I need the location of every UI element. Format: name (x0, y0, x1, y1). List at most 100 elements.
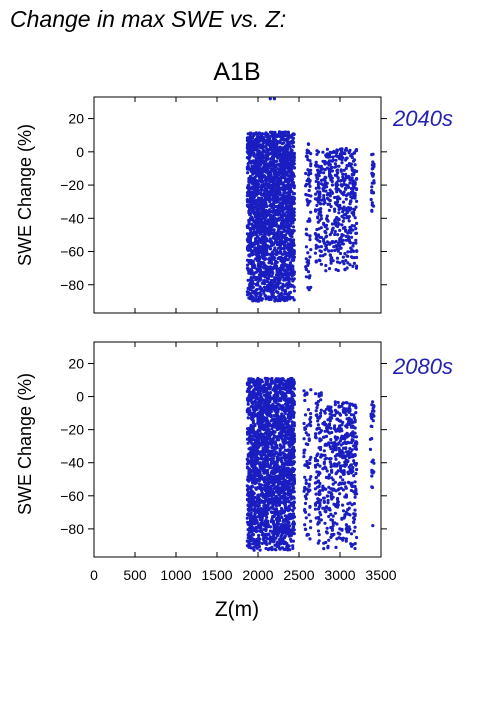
data-point (322, 194, 326, 198)
data-point (308, 234, 312, 238)
data-point (343, 252, 347, 256)
data-point (307, 173, 311, 177)
data-point (245, 145, 250, 149)
data-point (269, 130, 273, 135)
data-point (265, 183, 269, 187)
data-point (305, 260, 309, 264)
data-point (267, 261, 271, 265)
data-point (288, 201, 292, 205)
data-point (340, 214, 344, 218)
data-point (254, 215, 258, 219)
panel-2080s: 2080s SWE Change (%) 0 500 1000 1500 2000 250… (15, 341, 453, 583)
data-point (283, 250, 287, 255)
data-point (277, 211, 281, 215)
data-point (288, 290, 293, 294)
data-point (251, 243, 255, 247)
y-tick-label: −80 (60, 521, 84, 537)
y-tick-label: −80 (60, 277, 84, 293)
data-point (333, 162, 337, 166)
data-point (309, 248, 313, 252)
data-point (246, 402, 250, 406)
data-point (308, 255, 312, 259)
data-point (277, 134, 282, 138)
data-point (321, 150, 325, 154)
data-point (251, 190, 255, 194)
data-point (277, 151, 282, 155)
data-point (270, 193, 274, 197)
data-point (329, 261, 333, 265)
data-point (251, 231, 255, 235)
data-point (272, 228, 276, 232)
data-point (271, 151, 275, 155)
data-point (260, 247, 264, 251)
data-point (307, 276, 311, 280)
data-point (292, 153, 296, 158)
data-point (349, 250, 353, 254)
data-point (349, 228, 353, 232)
data-point (306, 168, 310, 172)
data-point (256, 280, 260, 284)
data-point (291, 195, 295, 199)
data-point (265, 295, 269, 299)
data-point (292, 252, 296, 256)
data-point (263, 166, 267, 170)
data-point (269, 278, 273, 283)
data-point (259, 205, 264, 209)
data-point (328, 194, 332, 198)
data-point (322, 198, 326, 202)
data-point (265, 138, 269, 142)
data-point (255, 231, 259, 235)
data-point (340, 191, 344, 195)
data-point (314, 160, 318, 164)
data-point (341, 200, 346, 204)
data-point (268, 229, 272, 233)
data-point (266, 479, 270, 483)
data-point (339, 149, 343, 153)
data-point (268, 157, 273, 161)
data-point (350, 235, 354, 239)
data-point (273, 159, 277, 164)
data-point (370, 203, 374, 207)
data-point (291, 209, 295, 213)
data-point (333, 209, 337, 213)
data-point (274, 507, 279, 511)
data-point (283, 132, 287, 136)
data-point (265, 250, 269, 254)
data-point (254, 276, 258, 280)
data-point (259, 191, 263, 195)
data-point (338, 197, 342, 201)
data-point (324, 231, 328, 235)
data-point (253, 271, 257, 275)
data-point (274, 224, 278, 228)
data-point (268, 274, 272, 278)
data-point (319, 245, 323, 249)
data-point (308, 179, 312, 183)
data-point (277, 256, 281, 260)
data-point (354, 227, 358, 231)
data-point (269, 224, 273, 228)
data-point (325, 152, 329, 156)
data-point (337, 211, 341, 215)
data-point (284, 201, 288, 205)
data-point (291, 177, 295, 181)
data-point (346, 206, 351, 210)
data-point (245, 203, 250, 207)
data-point (257, 157, 261, 161)
data-point (257, 259, 261, 263)
data-point (336, 179, 340, 183)
data-point (269, 140, 273, 144)
period-label: 2080s (392, 354, 453, 379)
data-point (272, 418, 276, 422)
data-point (335, 195, 339, 199)
data-point (286, 228, 290, 232)
data-point (272, 514, 276, 518)
data-point (349, 199, 353, 203)
data-point (283, 159, 287, 163)
data-point (329, 191, 333, 195)
data-point (304, 227, 308, 231)
data-point (291, 145, 296, 149)
data-point (250, 148, 254, 152)
y-tick-label: −60 (60, 244, 84, 260)
data-point (286, 258, 290, 262)
data-point (288, 162, 293, 166)
